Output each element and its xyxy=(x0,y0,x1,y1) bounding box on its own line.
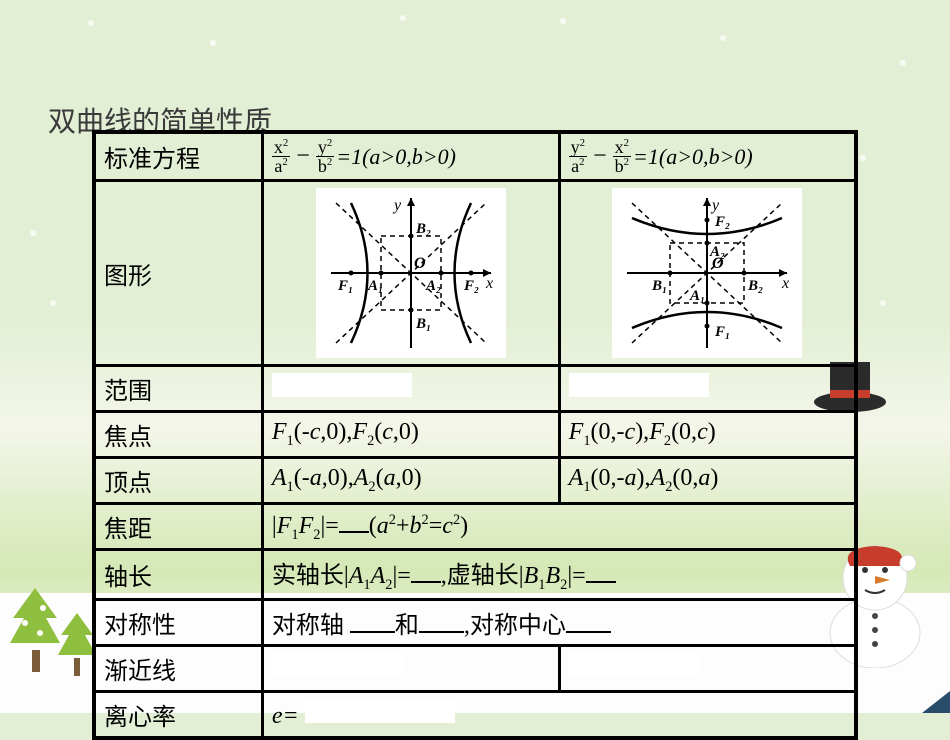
svg-text:y: y xyxy=(392,197,402,214)
label-std-eq: 标准方程 xyxy=(94,132,262,181)
row-focal-dist: 焦距 |F1F2|=(a2+b2=c2) xyxy=(94,504,856,550)
properties-table: 标准方程 x2a2 − y2b2 =1(a>0,b>0) y2a2 − x2b2… xyxy=(92,130,858,740)
range-vert xyxy=(559,366,856,412)
eq-horiz: x2a2 − y2b2 =1(a>0,b>0) xyxy=(262,132,559,181)
label-graph: 图形 xyxy=(94,181,262,366)
row-symmetry: 对称性 对称轴 和,对称中心 xyxy=(94,599,856,645)
eq-vert: y2a2 − x2b2 =1(a>0,b>0) xyxy=(559,132,856,181)
symmetry-cell: 对称轴 和,对称中心 xyxy=(262,599,856,645)
range-horiz xyxy=(262,366,559,412)
row-axis-len: 轴长 实轴长|A1A2|=,虚轴长|B1B2|= xyxy=(94,550,856,600)
focus-horiz: F1(-c,0),F2(c,0) xyxy=(262,412,559,458)
axis-len-cell: 实轴长|A1A2|=,虚轴长|B1B2|= xyxy=(262,550,856,600)
svg-text:B₂: B₂ xyxy=(747,278,763,294)
svg-text:x: x xyxy=(781,275,789,292)
row-asymptote: 渐近线 xyxy=(94,645,856,691)
corner-triangle-icon xyxy=(922,691,950,713)
axis-len-p1: 实轴长 xyxy=(272,563,344,589)
tree-icon xyxy=(58,613,96,683)
vertex-vert: A1(0,-a),A2(0,a) xyxy=(559,458,856,504)
label-eccentricity: 离心率 xyxy=(94,691,262,738)
svg-text:A₂: A₂ xyxy=(709,244,725,260)
svg-text:F₂: F₂ xyxy=(463,278,479,294)
svg-text:y: y xyxy=(710,197,720,214)
row-focus: 焦点 F1(-c,0),F2(c,0) F1(0,-c),F2(0,c) xyxy=(94,412,856,458)
row-eccentricity: 离心率 e= xyxy=(94,691,856,738)
svg-text:F₂: F₂ xyxy=(714,214,730,230)
vertex-horiz: A1(-a,0),A2(a,0) xyxy=(262,458,559,504)
label-vertex: 顶点 xyxy=(94,458,262,504)
svg-text:A₁: A₁ xyxy=(367,278,383,294)
label-focus: 焦点 xyxy=(94,412,262,458)
svg-text:B₁: B₁ xyxy=(651,278,667,294)
focal-dist-cell: |F1F2|=(a2+b2=c2) xyxy=(262,504,856,550)
svg-text:F₁: F₁ xyxy=(337,278,353,294)
tree-icon xyxy=(10,588,60,683)
row-std-eq: 标准方程 x2a2 − y2b2 =1(a>0,b>0) y2a2 − x2b2… xyxy=(94,132,856,181)
row-vertex: 顶点 A1(-a,0),A2(a,0) A1(0,-a),A2(0,a) xyxy=(94,458,856,504)
label-symmetry: 对称性 xyxy=(94,599,262,645)
svg-text:A₂: A₂ xyxy=(425,278,441,294)
label-asymptote: 渐近线 xyxy=(94,645,262,691)
svg-text:A₁: A₁ xyxy=(689,288,705,304)
graph-vert: x y O F₂ F₁ A₂ A₁ B₁ B₂ xyxy=(559,181,856,366)
label-axis-len: 轴长 xyxy=(94,550,262,600)
asym-horiz xyxy=(262,645,559,691)
svg-text:B₁: B₁ xyxy=(415,316,431,332)
asym-vert xyxy=(559,645,856,691)
eccentricity-cell: e= xyxy=(262,691,856,738)
focus-vert: F1(0,-c),F2(0,c) xyxy=(559,412,856,458)
svg-text:F₁: F₁ xyxy=(714,324,730,340)
row-graph: 图形 x y O xyxy=(94,181,856,366)
row-range: 范围 xyxy=(94,366,856,412)
svg-text:x: x xyxy=(485,275,493,292)
label-range: 范围 xyxy=(94,366,262,412)
graph-horiz: x y O F₁ F₂ A₁ A₂ B₂ B₁ xyxy=(262,181,559,366)
svg-text:B₂: B₂ xyxy=(415,221,431,237)
label-focal-dist: 焦距 xyxy=(94,504,262,550)
